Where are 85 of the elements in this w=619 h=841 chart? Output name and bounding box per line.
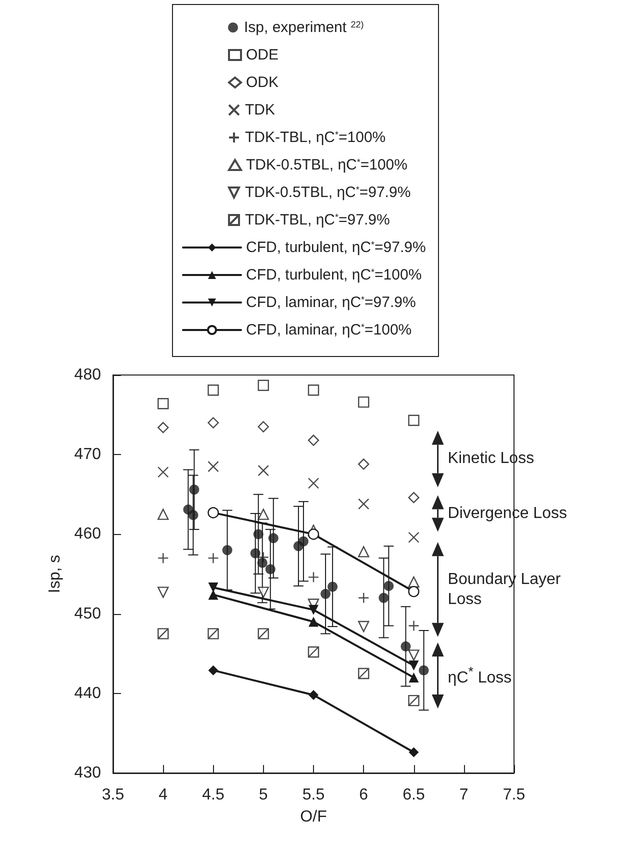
legend-label: TDK-0.5TBL, ηC*=100% <box>246 156 408 174</box>
point <box>308 478 320 489</box>
point <box>408 586 420 598</box>
point <box>328 582 338 592</box>
point <box>384 580 394 591</box>
point <box>158 508 169 520</box>
point <box>308 384 320 396</box>
x-tick-label: 6.5 <box>402 786 425 804</box>
point <box>253 529 264 540</box>
legend-label: CFD, turbulent, ηC*=97.9% <box>246 239 426 256</box>
point <box>188 510 198 520</box>
y-tick-label: 480 <box>74 366 102 384</box>
point <box>308 528 320 540</box>
point <box>408 747 419 758</box>
point <box>222 545 232 556</box>
point <box>258 628 269 640</box>
legend-label: TDK-0.5TBL, ηC*=97.9% <box>245 184 411 201</box>
y-tick-label: 470 <box>74 446 102 464</box>
point <box>308 690 318 700</box>
point <box>158 586 169 598</box>
point <box>158 398 169 410</box>
point <box>408 660 419 671</box>
point <box>158 628 169 640</box>
point <box>268 533 278 544</box>
point <box>208 590 218 600</box>
point <box>408 414 420 426</box>
point <box>258 586 269 598</box>
point <box>158 466 169 478</box>
y-tick-label: 440 <box>74 684 102 702</box>
point <box>408 532 420 543</box>
x-axis-title: O/F <box>300 808 328 826</box>
point <box>265 564 276 574</box>
point <box>208 507 219 518</box>
legend-label: TDK-TBL, ηC*=100% <box>245 129 386 146</box>
point <box>158 552 169 564</box>
point <box>208 582 218 593</box>
legend-label: CFD, turbulent, ηC*=100% <box>246 266 422 284</box>
x-tick-label: 4.5 <box>202 786 224 804</box>
point <box>408 620 420 632</box>
point <box>208 552 219 564</box>
x-tick-label: 5 <box>258 786 268 804</box>
point <box>258 464 269 476</box>
point <box>308 646 320 658</box>
x-tick-label: 4 <box>158 786 168 804</box>
point <box>208 665 218 676</box>
x-tick-label: 3.5 <box>102 786 124 804</box>
point <box>208 384 219 396</box>
point <box>400 641 411 652</box>
point <box>298 536 308 546</box>
point <box>358 620 370 632</box>
x-tick-label: 5.5 <box>302 786 325 804</box>
point <box>320 588 331 599</box>
point <box>358 498 370 510</box>
legend-label: ODE <box>246 46 279 64</box>
x-tick-label: 7.5 <box>502 786 526 804</box>
point <box>408 694 420 706</box>
legend-label: CFD, laminar, ηC*=100% <box>246 322 412 338</box>
point <box>189 484 200 495</box>
point <box>418 665 429 676</box>
point <box>258 380 269 391</box>
point <box>378 592 389 603</box>
y-tick-label: 430 <box>74 764 102 782</box>
point <box>308 616 318 627</box>
point <box>208 460 219 472</box>
point <box>257 558 268 568</box>
legend-label: CFD, laminar, ηC*=97.9% <box>246 294 416 311</box>
point <box>358 546 370 558</box>
point <box>250 548 260 558</box>
legend-label: TDK-TBL, ηC*=97.9% <box>245 212 390 228</box>
point <box>308 572 320 583</box>
point <box>358 396 370 408</box>
point <box>308 604 318 615</box>
point <box>408 672 419 682</box>
y-tick-label: 460 <box>74 526 102 543</box>
annotation: ηC$^{*}$ Loss <box>448 663 513 689</box>
legend-label: ODK <box>246 74 279 91</box>
legend-label: TDK <box>245 102 275 118</box>
y-axis-title: Isp, s <box>46 554 64 594</box>
point <box>358 668 370 680</box>
x-tick-label: 7 <box>459 786 468 804</box>
point <box>208 628 219 640</box>
legend-label: Isp, experiment 22) <box>244 19 364 36</box>
point <box>358 592 370 604</box>
x-tick-label: 6 <box>359 786 368 804</box>
y-tick-label: 450 <box>74 605 102 622</box>
